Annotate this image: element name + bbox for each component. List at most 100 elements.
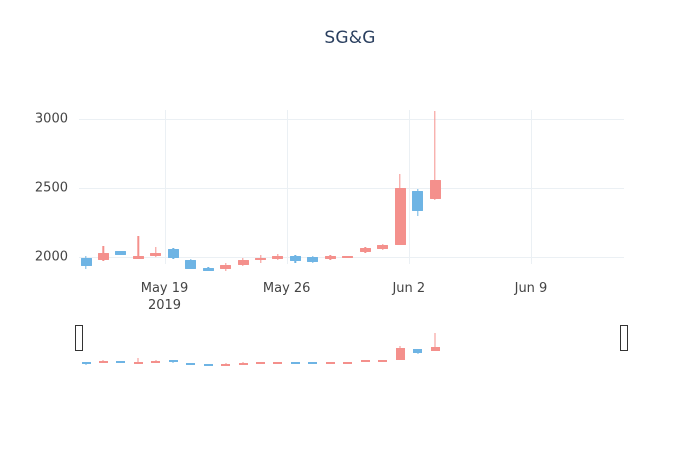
candlestick[interactable] <box>237 119 249 266</box>
x-axis-tick-label-main: May 19 <box>140 281 189 296</box>
range-slider-candlestick <box>81 325 91 373</box>
gridline-vertical <box>408 110 410 264</box>
candlestick[interactable] <box>377 119 389 264</box>
range-slider-body <box>221 363 231 366</box>
range-slider-body <box>273 361 283 364</box>
candlestick-body <box>202 268 214 271</box>
candlestick-body <box>220 264 232 269</box>
candlestick[interactable] <box>97 119 109 264</box>
range-slider-body <box>308 362 318 365</box>
candlestick[interactable] <box>324 119 336 264</box>
range-slider-right-handle[interactable] <box>620 325 628 351</box>
candlestick-body <box>115 251 127 255</box>
candlestick[interactable] <box>272 119 284 264</box>
range-slider-body <box>168 360 178 363</box>
range-slider-body <box>360 360 370 363</box>
candlestick-body <box>167 248 179 259</box>
candlestick-body <box>394 188 406 245</box>
plot-area[interactable] <box>79 110 624 272</box>
y-axis-tick-label: 2500 <box>34 180 68 196</box>
gridline-vertical <box>286 110 288 264</box>
range-slider-body <box>98 361 108 364</box>
range-slider-candlestick <box>186 325 196 373</box>
candlestick[interactable] <box>412 119 424 264</box>
range-slider-body <box>238 362 248 365</box>
candlestick-body <box>132 256 144 259</box>
candlestick-wick <box>155 246 157 257</box>
candlestick-body <box>289 255 301 262</box>
range-slider-candlestick <box>168 325 178 373</box>
range-slider-wick <box>155 360 157 363</box>
candlestick[interactable] <box>132 119 144 264</box>
candlestick[interactable] <box>115 119 127 264</box>
x-axis-tick-label-main: Jun 9 <box>514 281 548 296</box>
x-axis-tick-label: Jun 2 <box>392 280 425 297</box>
candlestick-body <box>377 245 389 250</box>
range-slider-candlestick <box>378 325 388 373</box>
candlestick[interactable] <box>289 119 301 264</box>
range-slider-candlestick <box>98 325 108 373</box>
range-slider-candlestick <box>325 325 335 373</box>
candlestick-body <box>412 190 424 212</box>
range-slider-left-handle[interactable] <box>75 325 83 351</box>
candlestick[interactable] <box>342 119 354 264</box>
range-slider-body <box>325 361 335 364</box>
candlestick-body <box>307 257 319 262</box>
gridline-vertical <box>530 110 532 264</box>
range-slider-candlestick <box>151 325 161 373</box>
x-axis-tick-label: May 19 2019 <box>141 280 189 314</box>
candlestick[interactable] <box>394 119 406 264</box>
candlestick-body <box>185 259 197 269</box>
candlestick-body <box>429 179 441 200</box>
range-slider-wick <box>434 333 436 351</box>
candlestick-wick <box>137 236 140 258</box>
page-title: SG&G <box>324 28 376 48</box>
range-slider-candlestick <box>360 325 370 373</box>
candlestick[interactable] <box>185 119 197 270</box>
candlestick-body <box>342 255 354 259</box>
range-slider-candlestick <box>256 325 265 373</box>
range-slider-candlestick <box>343 325 353 373</box>
candlestick[interactable] <box>255 119 266 264</box>
candlestick[interactable] <box>80 119 92 270</box>
range-slider-body <box>413 348 423 354</box>
range-slider-body <box>81 362 91 365</box>
candlestick-body <box>237 259 249 266</box>
range-slider-candlestick <box>221 325 231 373</box>
candlestick[interactable] <box>220 119 232 271</box>
range-slider-candlestick <box>290 325 300 373</box>
x-axis-tick-label-main: Jun 2 <box>392 281 426 296</box>
candlestick[interactable] <box>359 119 371 264</box>
range-slider-candlestick <box>273 325 283 373</box>
x-axis-tick-label-main: May 26 <box>262 281 311 296</box>
candlestick-body <box>359 248 371 253</box>
range-slider-body <box>133 361 143 364</box>
candlestick[interactable] <box>167 119 179 264</box>
candlestick-body <box>324 256 336 260</box>
candlestick[interactable] <box>429 110 441 264</box>
range-slider-body <box>116 361 126 364</box>
x-axis-tick-label: May 26 <box>263 280 311 297</box>
candlestick[interactable] <box>307 119 319 264</box>
range-slider-body <box>290 361 300 364</box>
range-slider[interactable] <box>75 325 628 373</box>
y-axis-tick-label: 2000 <box>34 249 68 265</box>
range-slider-body <box>151 361 161 364</box>
range-slider-body <box>256 362 265 365</box>
range-slider-candlestick <box>238 325 248 373</box>
candlestick-body <box>97 252 109 261</box>
candlestick[interactable] <box>150 119 162 264</box>
range-slider-candlestick <box>395 325 405 373</box>
range-slider-body <box>395 348 405 360</box>
gridline-horizontal <box>79 188 624 189</box>
range-slider-wick <box>137 357 139 363</box>
range-slider-candlestick <box>430 325 440 373</box>
candlestick[interactable] <box>202 119 214 272</box>
range-slider-body <box>203 364 213 367</box>
candlestick-wick <box>434 110 436 200</box>
gridline-vertical <box>164 110 166 264</box>
gridline-horizontal <box>79 119 624 120</box>
x-axis-tick-label: Jun 9 <box>515 280 548 297</box>
x-axis-tick-label-year: 2019 <box>147 298 182 313</box>
